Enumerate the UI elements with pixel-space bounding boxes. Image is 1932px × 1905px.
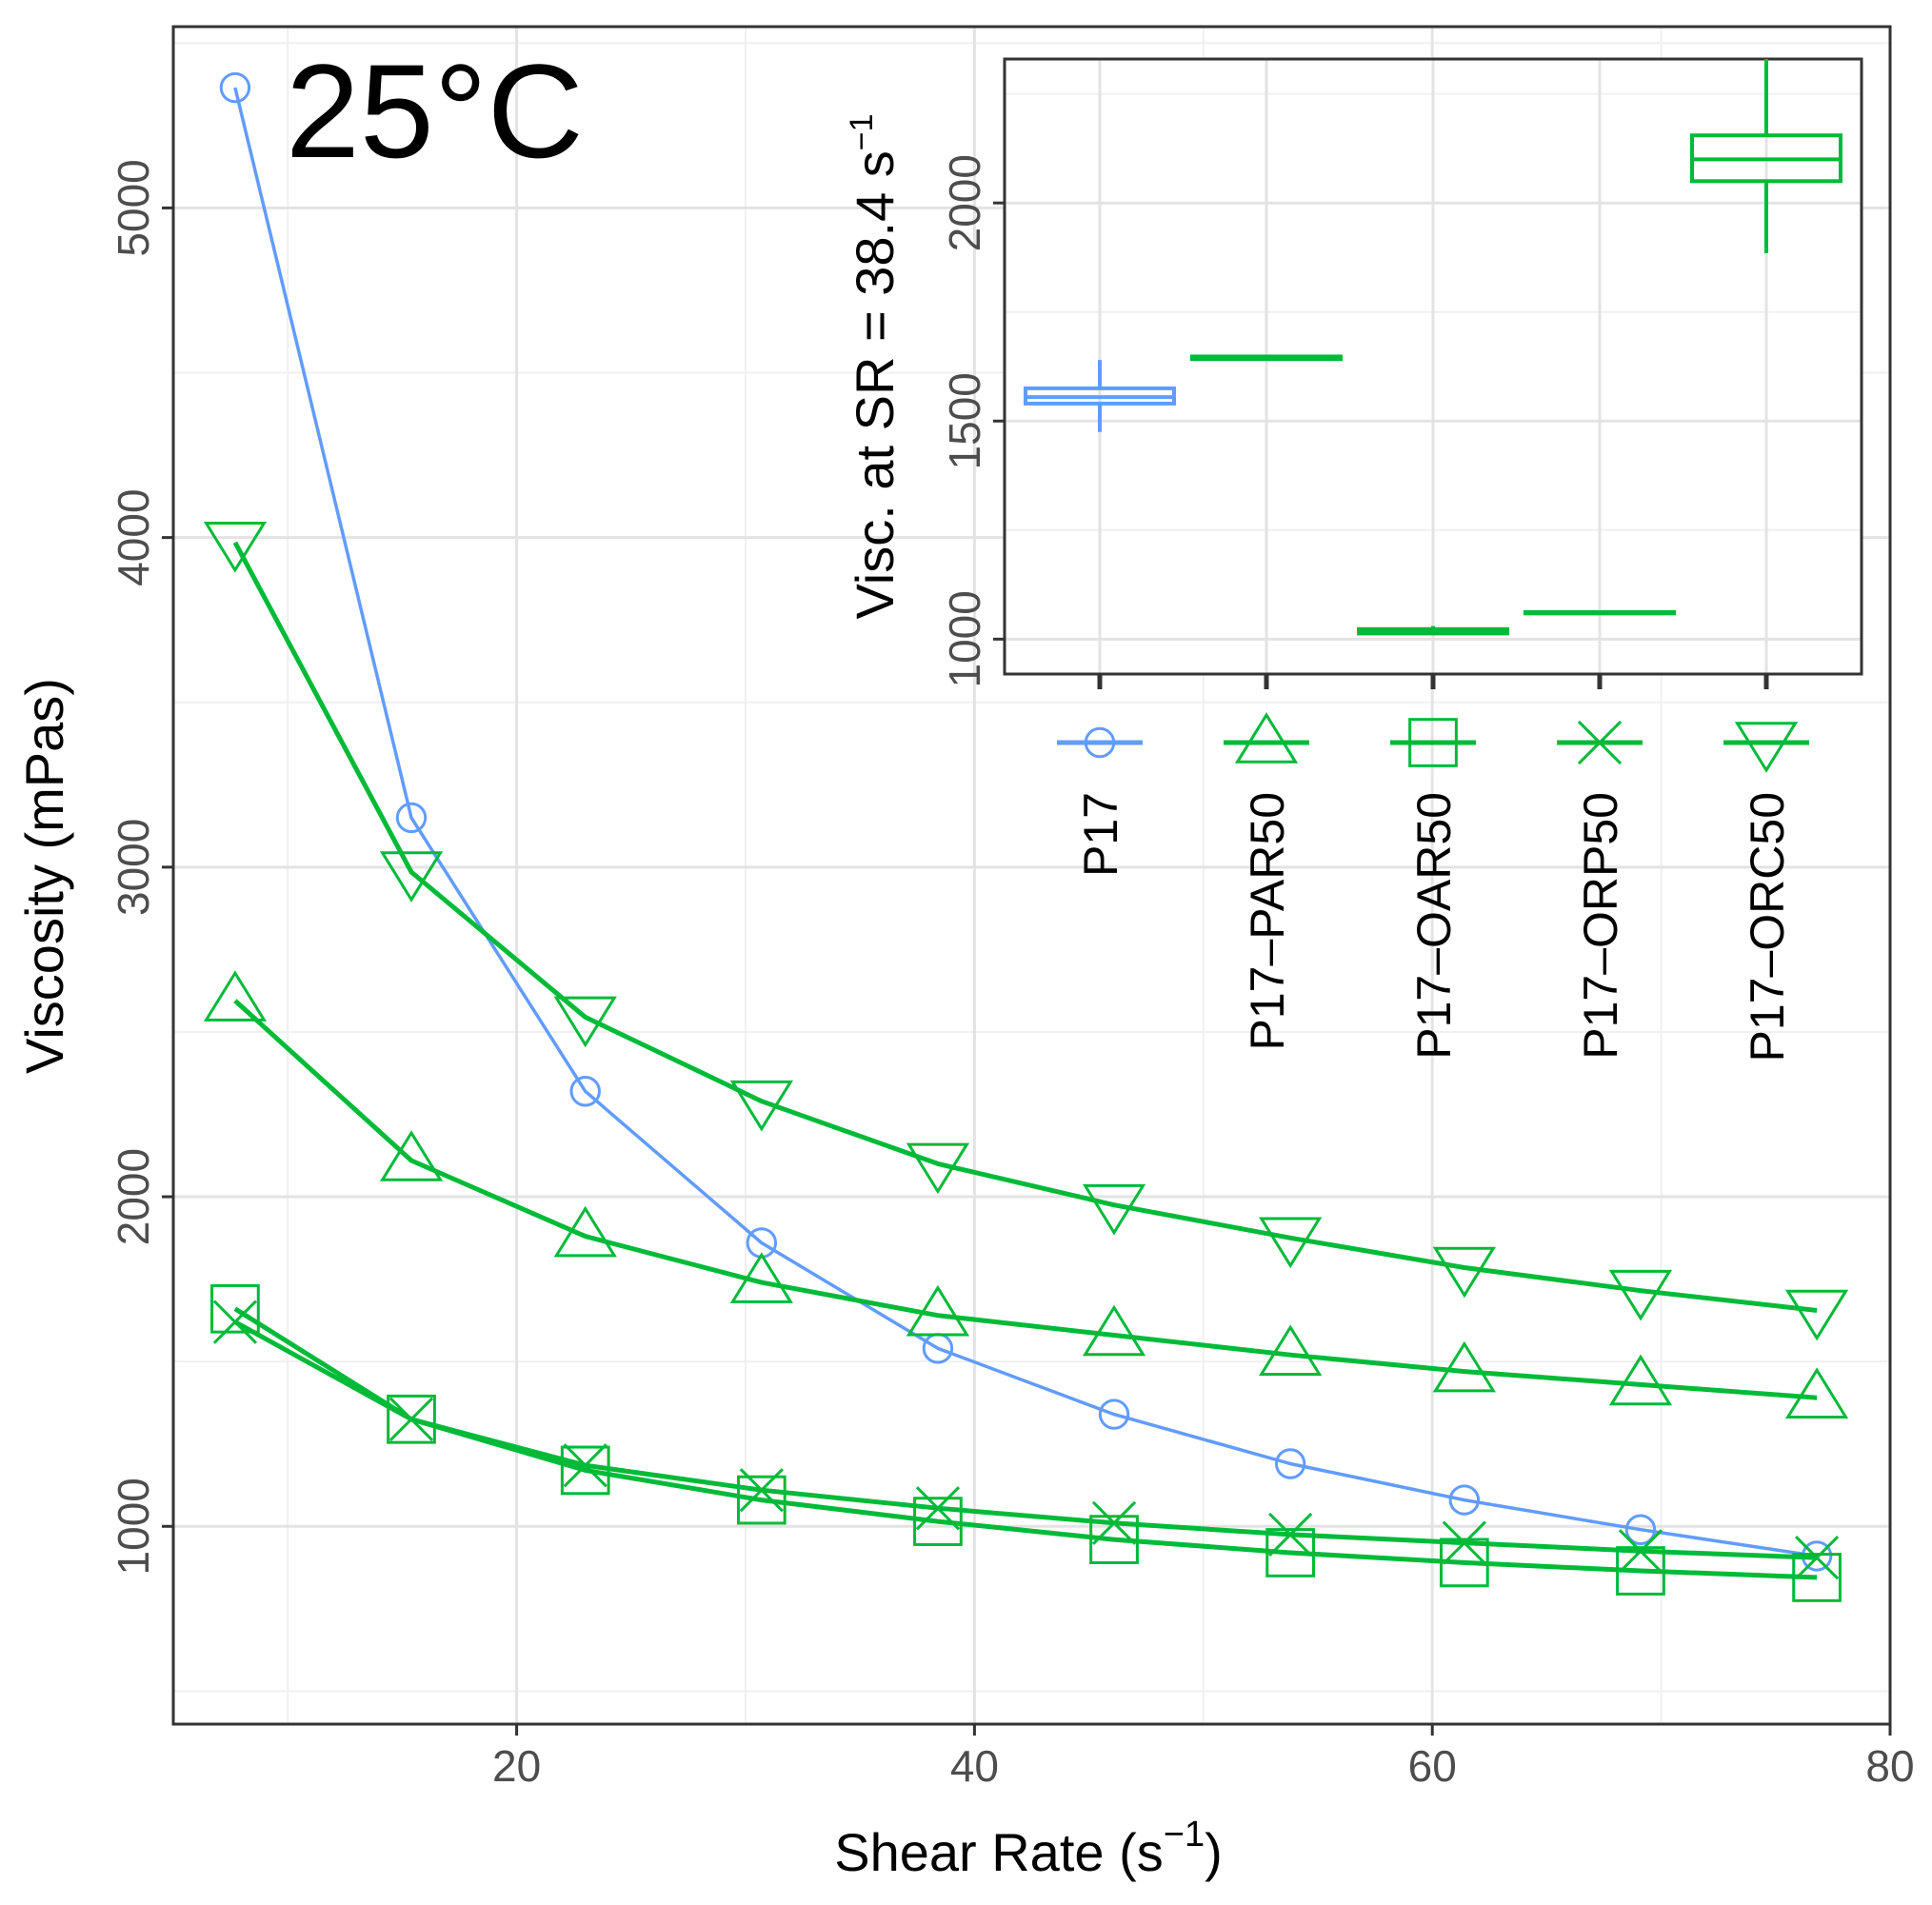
main-ticks: 20 40 60 80 1000 2000 3000 4000 5000 (109, 159, 1915, 1791)
data-point-triangle-down (553, 996, 617, 1048)
data-point-triangle-up (553, 1205, 617, 1258)
data-point-circle (395, 802, 428, 834)
x-axis-title: Shear Rate (s−1) (834, 1815, 1222, 1882)
data-point-square (1265, 1528, 1316, 1578)
inset-y-tick-label: 2000 (940, 154, 989, 251)
legend-item: P17–OAR50 (1390, 718, 1476, 1060)
temperature-label: 25°C (286, 36, 584, 186)
data-point-x (1268, 1512, 1313, 1558)
inset-y-tick-label: 1500 (940, 372, 989, 469)
data-point-triangle-up (1432, 1340, 1496, 1393)
data-point-triangle-up (1259, 1324, 1323, 1376)
x-tick-label: 40 (950, 1741, 999, 1791)
data-point-triangle-down (203, 522, 268, 573)
data-point-triangle-down (1608, 1269, 1673, 1321)
series-line (233, 87, 1818, 1558)
x-tick-label: 20 (492, 1741, 541, 1791)
data-point-triangle-down (1082, 1183, 1146, 1236)
series-p17-par50 (203, 970, 1849, 1419)
legend-label: P17–ORC50 (1741, 792, 1794, 1062)
data-point-square (1616, 1546, 1665, 1596)
data-point-triangle-up (1608, 1354, 1673, 1406)
data-point-square (210, 1283, 260, 1334)
data-point-triangle-up (203, 970, 268, 1022)
legend-key-circle (1084, 726, 1116, 759)
series-line (233, 1320, 1818, 1560)
legend-label: P17–PAR50 (1241, 792, 1294, 1050)
legend-label: P17–ORP50 (1574, 792, 1627, 1060)
y-tick-label: 4000 (109, 488, 158, 585)
data-point-circle (1448, 1484, 1481, 1516)
legend-key-x (1577, 720, 1623, 765)
data-point-x (212, 1300, 258, 1344)
legend-key-square (1408, 718, 1458, 767)
data-point-x (1442, 1520, 1486, 1565)
data-point-triangle-down (729, 1080, 793, 1132)
y-tick-label: 5000 (109, 159, 158, 256)
x-tick-label: 60 (1408, 1741, 1457, 1791)
inset-ticks: 1000 1500 2000 (940, 154, 1769, 689)
data-point-circle (569, 1076, 601, 1107)
data-point-square (387, 1394, 436, 1444)
boxplot-p17-par50 (1190, 354, 1343, 362)
data-point-square (913, 1497, 963, 1546)
series-p17-orp50 (212, 1300, 1840, 1580)
data-point-triangle-down (379, 851, 444, 903)
data-point-triangle-up (729, 1252, 793, 1303)
data-point-square (1089, 1515, 1139, 1564)
data-point-x (563, 1443, 607, 1488)
legend-label: P17 (1074, 792, 1127, 877)
series-line (233, 1306, 1818, 1580)
data-point-circle (219, 71, 251, 104)
y-tick-label: 2000 (109, 1148, 158, 1245)
data-point-triangle-down (1259, 1217, 1323, 1269)
data-point-x (1794, 1536, 1840, 1580)
data-point-triangle-up (906, 1284, 970, 1337)
inset-grid (1005, 59, 1862, 674)
data-point-square (1792, 1553, 1842, 1602)
boxplot-p17-orc50 (1690, 59, 1842, 253)
legend-item: P17 (1057, 726, 1143, 877)
inset-legend: P17 P17–PAR50 P17–OAR50 P17–ORP50 P17–ORC50 (1057, 712, 1809, 1062)
legend-label: P17–OAR50 (1407, 792, 1461, 1060)
y-tick-label: 1000 (109, 1478, 158, 1575)
boxplot-p17-oar50 (1357, 625, 1509, 636)
data-point-triangle-down (1432, 1246, 1496, 1299)
data-point-triangle-down (1784, 1289, 1849, 1341)
data-point-circle (1624, 1514, 1657, 1545)
legend-item: P17–ORP50 (1557, 720, 1643, 1060)
boxplot-p17-orp50 (1524, 609, 1676, 616)
x-tick-label: 80 (1865, 1741, 1914, 1791)
data-point-x (1618, 1529, 1663, 1574)
data-point-square (736, 1475, 787, 1525)
data-point-circle (1274, 1448, 1306, 1479)
inset-boxes (1024, 59, 1842, 636)
legend-key-triangle-down (1734, 722, 1799, 773)
data-point-x (1091, 1500, 1137, 1545)
series-p17-orc50 (203, 522, 1849, 1341)
y-axis-title: Viscosity (mPas) (14, 678, 74, 1074)
data-point-triangle-up (1082, 1304, 1146, 1357)
inset-y-tick-label: 1000 (940, 590, 989, 687)
data-point-x (388, 1397, 434, 1441)
data-point-x (915, 1486, 961, 1531)
main-series (203, 71, 1849, 1602)
data-point-triangle-up (1784, 1367, 1849, 1419)
series-line (233, 999, 1818, 1400)
legend-key-triangle-up (1234, 712, 1299, 764)
data-point-square (1439, 1538, 1489, 1588)
legend-item: P17–PAR50 (1224, 712, 1309, 1050)
data-point-circle (1098, 1399, 1130, 1430)
series-line (232, 541, 1818, 1313)
inset-y-axis-title: Visc. at SR = 38.4 s−1 (844, 113, 905, 619)
y-tick-label: 3000 (109, 819, 158, 916)
data-point-x (739, 1468, 784, 1513)
data-point-triangle-up (379, 1130, 444, 1181)
main-panel-border (171, 25, 1892, 1726)
data-point-triangle-down (906, 1142, 970, 1195)
boxplot-p17 (1024, 360, 1176, 432)
legend-item: P17–ORC50 (1723, 722, 1809, 1062)
